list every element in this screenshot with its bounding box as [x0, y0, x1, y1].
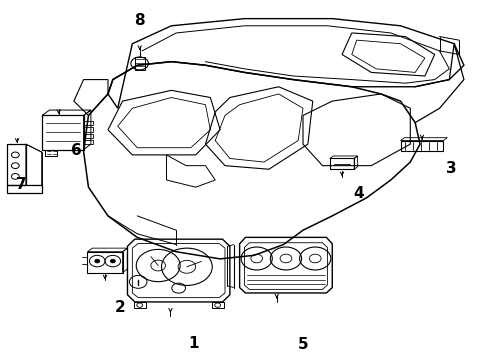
Text: 8: 8 — [134, 13, 144, 28]
Text: 6: 6 — [71, 143, 81, 158]
Circle shape — [110, 259, 115, 263]
Text: 5: 5 — [297, 337, 308, 352]
Text: 2: 2 — [115, 300, 125, 315]
Text: 7: 7 — [16, 177, 26, 192]
Text: 3: 3 — [446, 161, 456, 176]
Text: 4: 4 — [353, 186, 364, 201]
Text: 1: 1 — [188, 336, 198, 351]
Circle shape — [95, 259, 100, 263]
